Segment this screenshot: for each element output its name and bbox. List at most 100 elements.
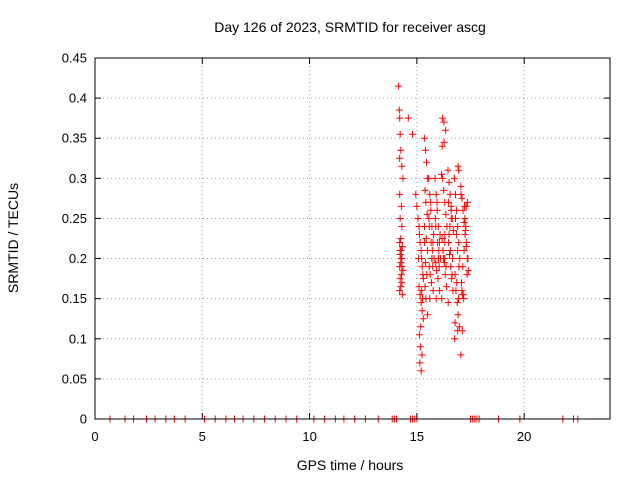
data-point [397,235,405,242]
data-point [421,283,429,291]
data-point [446,222,454,230]
data-point [428,255,436,263]
data-point [418,287,426,295]
data-point [397,255,405,263]
data-point [426,271,434,279]
data-point [429,287,437,295]
data-point [427,279,435,287]
data-point [421,146,429,154]
data-point [457,351,465,359]
data-point [438,235,446,242]
data-point [430,230,438,238]
data-point [415,331,423,339]
data-point [441,271,449,279]
data-point [398,222,406,230]
y-axis-title: SRMTID / TECUs [5,183,21,293]
tick-labels: 0 0.05 0.1 0.15 0.2 0.25 0.3 0.35 0.4 0.45 0 5 10 15 2… [62,51,532,445]
x-tick-label: 10 [302,429,316,444]
data-point [464,267,472,275]
data-point [433,198,441,206]
data-point [451,319,459,327]
y-tick-label: 0.05 [62,371,87,386]
data-point [451,271,459,279]
data-point [412,190,420,198]
data-point [396,214,404,222]
data-point [460,218,468,226]
data-point [395,106,403,114]
data-point [396,130,404,138]
data-point [442,283,450,291]
data-point [433,206,441,214]
data-point [440,118,448,126]
data-point [433,239,441,247]
data-point [459,263,467,271]
y-tick-label: 0.35 [62,131,87,146]
data-point [431,214,439,222]
data-point [455,239,463,247]
data-point [442,126,450,134]
y-tick-label: 0.15 [62,291,87,306]
data-point [454,247,462,255]
y-tick-label: 0 [80,412,87,427]
data-point [398,243,406,251]
data-point [434,275,442,283]
y-tick-label: 0.25 [62,211,87,226]
data-point [445,230,453,238]
data-point [425,174,433,182]
data-point [459,206,467,214]
chart-title: Day 126 of 2023, SRMTID for receiver asc… [214,19,486,35]
data-point [409,130,417,138]
data-point [452,287,460,295]
data-point [417,367,425,375]
data-point [396,239,404,247]
data-point [423,210,431,218]
data-point [458,327,466,335]
data-point [416,291,424,299]
data-point [445,239,453,247]
data-point [435,263,443,271]
data-point [438,142,446,150]
data-point [432,190,440,198]
data-point [457,182,465,190]
data-point [459,291,467,299]
data-point [426,295,434,303]
data-point [419,275,427,283]
data-point [398,263,406,271]
data-point [399,174,407,182]
data-point [436,287,444,295]
data-point [420,134,428,142]
data-point [447,263,455,271]
data-point [425,214,433,222]
data-point [433,267,441,275]
data-point [396,190,404,198]
data-point [397,202,405,210]
data-point [432,259,440,267]
data-point [455,323,463,331]
data-point [453,299,461,307]
data-point [399,267,407,275]
data-point [456,255,464,263]
data-point [453,206,461,214]
data-point [417,299,425,307]
data-point [441,255,449,263]
x-tick-label: 5 [199,429,206,444]
data-point [458,279,466,287]
data-point [445,198,453,206]
data-point [454,162,462,170]
data-point [440,186,448,194]
data-point [445,251,453,259]
data-point [396,154,404,162]
grid-lines [95,58,610,419]
data-point [439,247,447,255]
data-point [461,214,469,222]
data-point [455,166,463,174]
x-tick-label: 20 [517,429,531,444]
axis-ticks [94,57,610,420]
data-point [398,291,406,299]
data-point [439,114,447,122]
data-point [426,190,434,198]
data-point [462,202,470,210]
data-point [446,247,454,255]
